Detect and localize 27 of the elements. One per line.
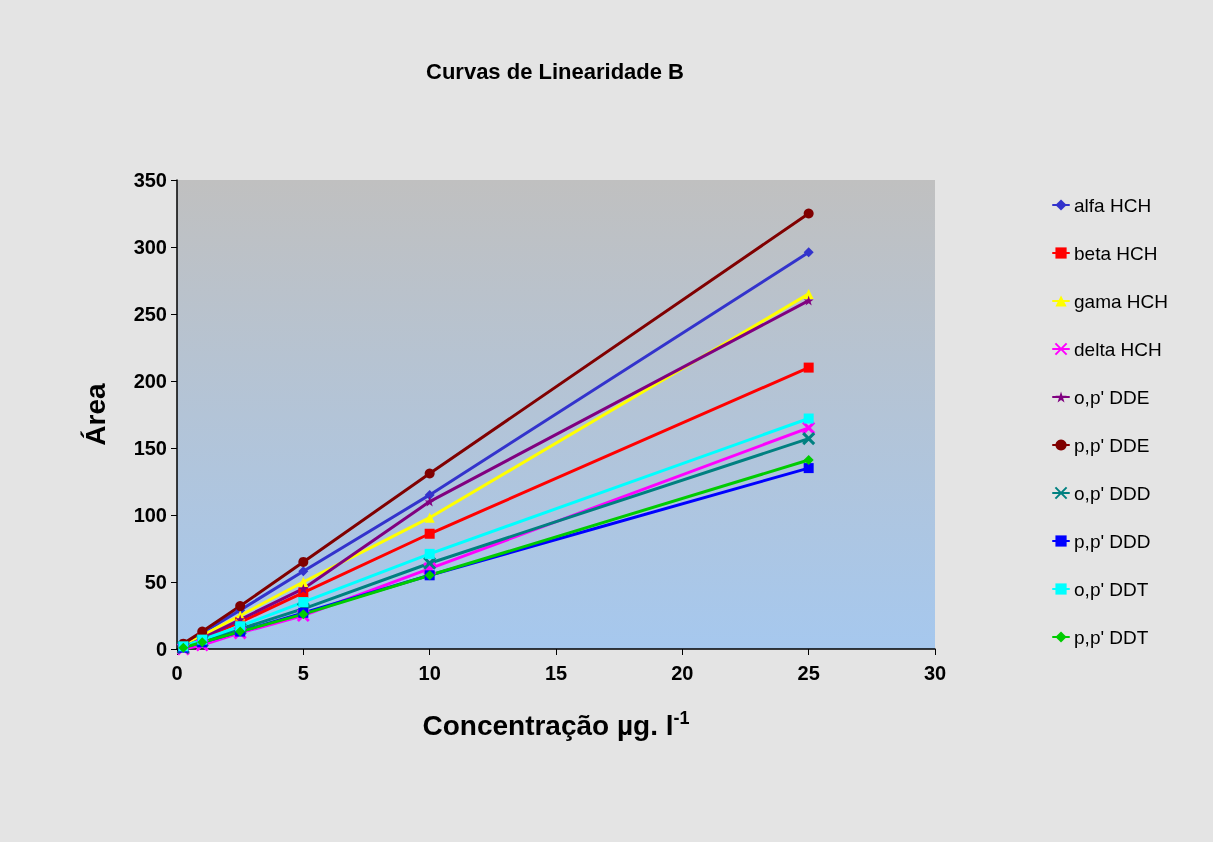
x-tick-label: 15	[544, 662, 568, 684]
legend-label: alfa HCH	[1074, 194, 1152, 216]
legend-label: p,p' DDD	[1074, 530, 1151, 552]
x-tick-label: 10	[418, 662, 441, 684]
legend-label: p,p' DDE	[1074, 434, 1150, 456]
legend-label: o,p' DDD	[1074, 482, 1151, 504]
y-tick-label: 200	[133, 370, 167, 392]
chart-title: Curvas de Linearidade B	[426, 58, 684, 84]
y-tick-label: 300	[133, 236, 167, 258]
y-axis-title: Área	[79, 382, 111, 446]
y-tick-label: 50	[144, 571, 167, 593]
y-tick-label: 250	[133, 303, 167, 325]
y-tick-label: 350	[133, 169, 167, 191]
legend-label: o,p' DDT	[1074, 578, 1149, 600]
x-tick-label: 30	[923, 662, 947, 684]
legend-label: beta HCH	[1074, 242, 1158, 264]
legend-label: p,p' DDT	[1074, 626, 1149, 648]
legend-label: gama HCH	[1074, 290, 1169, 312]
legend-label: o,p' DDE	[1074, 386, 1150, 408]
x-tick-label: 20	[671, 662, 694, 684]
x-tick-label: 0	[171, 662, 183, 684]
legend-label: delta HCH	[1074, 338, 1162, 360]
x-tick-label: 25	[797, 662, 820, 684]
x-tick-label: 5	[297, 662, 309, 684]
y-tick-label: 150	[133, 437, 167, 459]
y-tick-label: 100	[133, 504, 167, 526]
y-tick-label: 0	[155, 638, 167, 660]
